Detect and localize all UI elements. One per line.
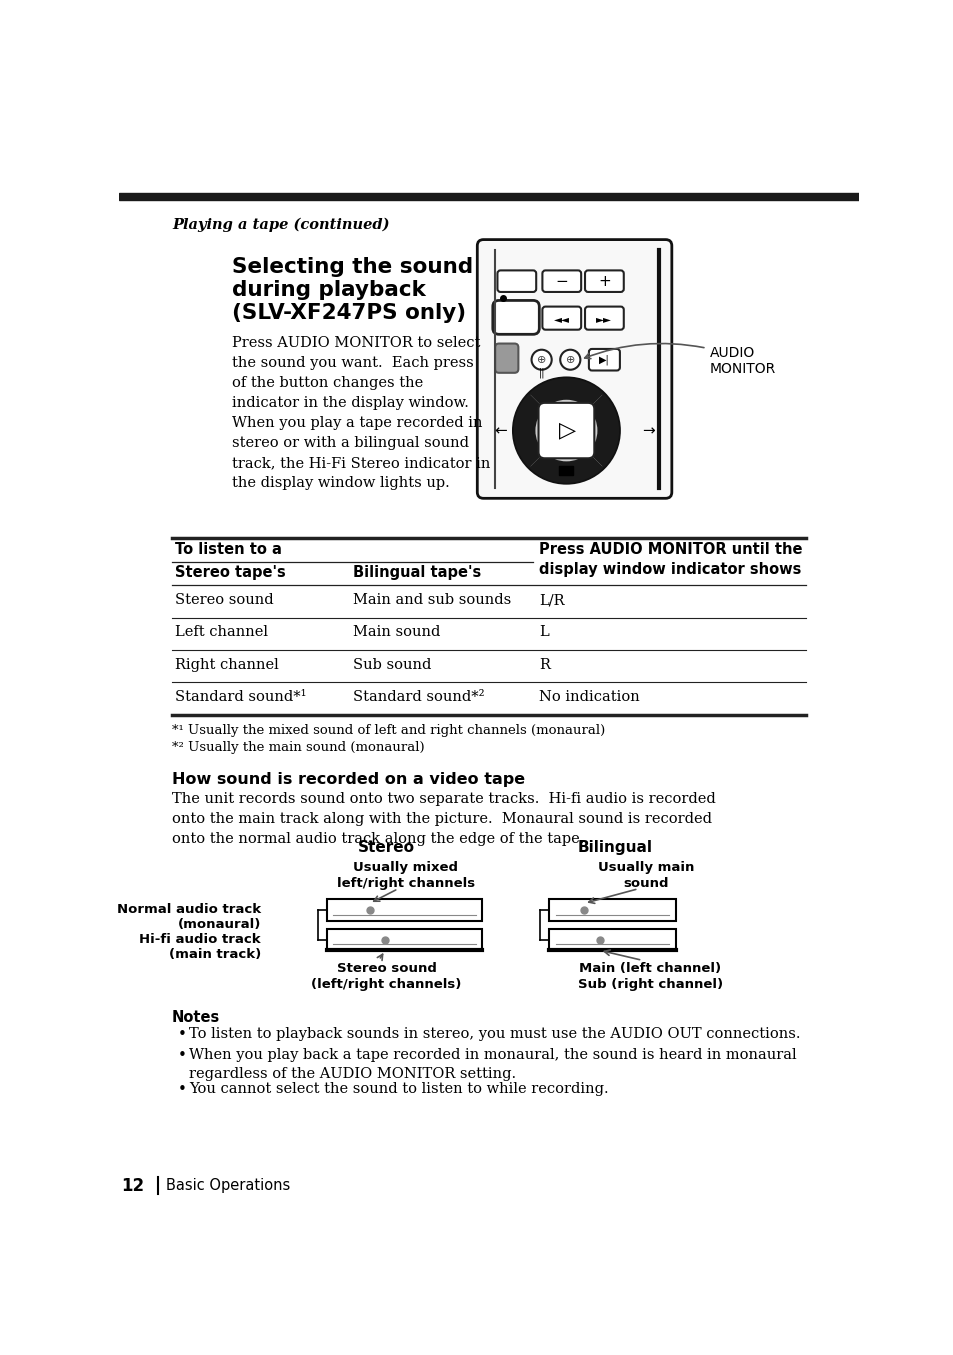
Text: •: • <box>178 1083 187 1098</box>
Text: Stereo: Stereo <box>357 840 415 855</box>
Text: Usually main
sound: Usually main sound <box>598 860 694 890</box>
Text: Standard sound*²: Standard sound*² <box>353 690 484 705</box>
Text: ←: ← <box>494 423 506 438</box>
Circle shape <box>531 350 551 370</box>
FancyBboxPatch shape <box>476 240 671 499</box>
Text: Basic Operations: Basic Operations <box>166 1179 290 1194</box>
Text: •: • <box>178 1049 187 1064</box>
Text: Hi-fi audio track
(main track): Hi-fi audio track (main track) <box>139 932 261 961</box>
Text: •: • <box>178 1027 187 1042</box>
Text: AUDIO
MONITOR: AUDIO MONITOR <box>709 346 775 377</box>
Text: ►►: ►► <box>596 314 612 324</box>
Text: ⊕: ⊕ <box>565 355 575 364</box>
Text: To listen to a: To listen to a <box>174 542 282 557</box>
Text: Selecting the sound: Selecting the sound <box>232 256 473 276</box>
Text: ⊕: ⊕ <box>537 355 546 364</box>
Text: Sub sound: Sub sound <box>353 657 431 672</box>
Text: ▷: ▷ <box>558 420 576 440</box>
Wedge shape <box>588 393 618 467</box>
Text: Stereo sound
(left/right channels): Stereo sound (left/right channels) <box>311 962 461 991</box>
Text: Stereo tape's: Stereo tape's <box>174 565 286 580</box>
FancyBboxPatch shape <box>493 301 538 335</box>
Wedge shape <box>529 378 603 409</box>
Text: Left channel: Left channel <box>174 626 268 640</box>
Text: L/R: L/R <box>538 593 564 607</box>
Wedge shape <box>513 393 544 467</box>
Text: *² Usually the main sound (monaural): *² Usually the main sound (monaural) <box>172 741 424 753</box>
Circle shape <box>513 378 618 482</box>
Text: When you play back a tape recorded in monaural, the sound is heard in monaural
r: When you play back a tape recorded in mo… <box>189 1049 796 1081</box>
FancyBboxPatch shape <box>542 306 580 329</box>
Text: Usually mixed
left/right channels: Usually mixed left/right channels <box>336 860 475 890</box>
Text: No indication: No indication <box>538 690 639 705</box>
Text: Standard sound*¹: Standard sound*¹ <box>174 690 306 705</box>
FancyBboxPatch shape <box>495 344 517 373</box>
FancyBboxPatch shape <box>584 271 623 291</box>
Text: −: − <box>555 274 568 289</box>
Text: Press AUDIO MONITOR until the
display window indicator shows: Press AUDIO MONITOR until the display wi… <box>538 542 802 577</box>
Text: L: L <box>538 626 549 640</box>
Text: Playing a tape (continued): Playing a tape (continued) <box>172 218 389 233</box>
Text: during playback: during playback <box>232 279 425 299</box>
Text: Bilingual: Bilingual <box>578 840 652 855</box>
Bar <box>327 900 481 921</box>
Text: The unit records sound onto two separate tracks.  Hi-fi audio is recorded
onto t: The unit records sound onto two separate… <box>172 791 715 846</box>
FancyBboxPatch shape <box>584 306 623 329</box>
Wedge shape <box>529 453 603 482</box>
Text: *¹ Usually the mixed sound of left and right channels (monaural): *¹ Usually the mixed sound of left and r… <box>172 724 604 737</box>
Text: Notes: Notes <box>172 1009 220 1024</box>
Text: Press AUDIO MONITOR to select
the sound you want.  Each press
of the button chan: Press AUDIO MONITOR to select the sound … <box>232 336 490 491</box>
FancyBboxPatch shape <box>588 350 619 370</box>
Text: +: + <box>598 274 610 289</box>
Text: You cannot select the sound to listen to while recording.: You cannot select the sound to listen to… <box>189 1083 608 1096</box>
Bar <box>558 466 573 476</box>
Text: R: R <box>538 657 550 672</box>
Circle shape <box>559 350 579 370</box>
Text: How sound is recorded on a video tape: How sound is recorded on a video tape <box>172 771 524 787</box>
FancyBboxPatch shape <box>542 271 580 291</box>
Text: 12: 12 <box>122 1177 145 1195</box>
Bar <box>119 194 858 199</box>
FancyBboxPatch shape <box>537 402 594 458</box>
Text: Bilingual tape's: Bilingual tape's <box>353 565 481 580</box>
Text: Right channel: Right channel <box>174 657 278 672</box>
Text: Main (left channel)
Sub (right channel): Main (left channel) Sub (right channel) <box>577 962 722 991</box>
Text: ||: || <box>537 367 544 378</box>
Text: →: → <box>641 423 655 438</box>
Text: Stereo sound: Stereo sound <box>174 593 274 607</box>
Bar <box>549 900 675 921</box>
Text: Main and sub sounds: Main and sub sounds <box>353 593 511 607</box>
Text: Main sound: Main sound <box>353 626 440 640</box>
Text: To listen to playback sounds in stereo, you must use the AUDIO OUT connections.: To listen to playback sounds in stereo, … <box>189 1027 800 1041</box>
Text: ◄◄: ◄◄ <box>553 314 569 324</box>
Bar <box>327 928 481 950</box>
Text: ▶|: ▶| <box>598 355 609 364</box>
Bar <box>549 928 675 950</box>
Text: Normal audio track
(monaural): Normal audio track (monaural) <box>117 904 261 931</box>
FancyBboxPatch shape <box>497 271 536 291</box>
Text: (SLV-XF247PS only): (SLV-XF247PS only) <box>232 302 465 322</box>
